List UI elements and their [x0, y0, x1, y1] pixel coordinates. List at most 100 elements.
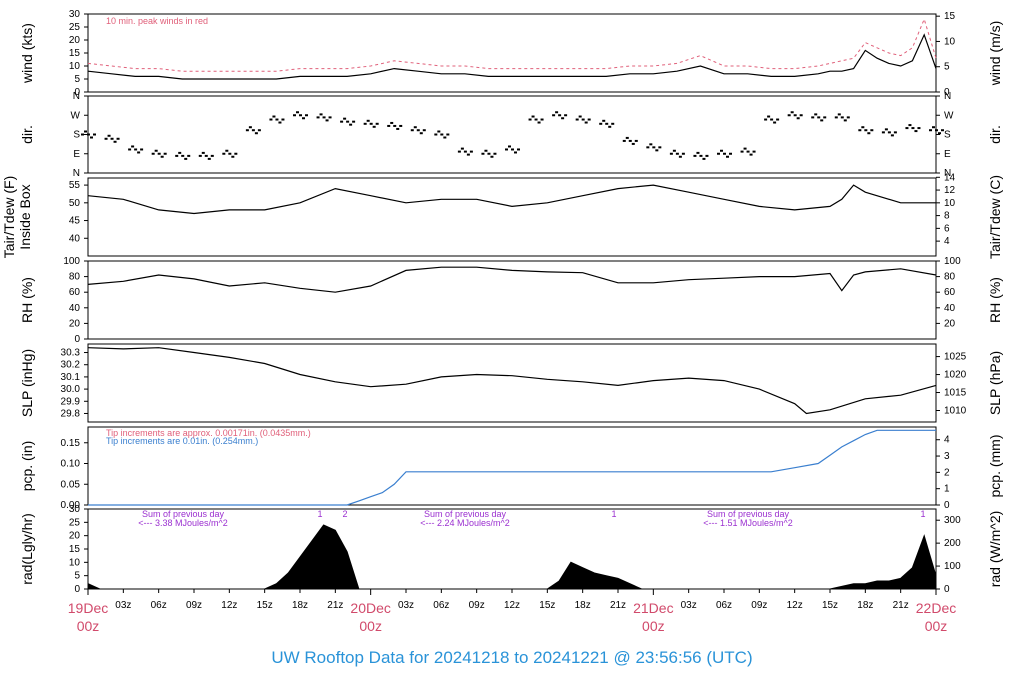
- direction-point: [466, 153, 470, 156]
- direction-point: [705, 154, 709, 157]
- direction-point: [743, 147, 747, 150]
- direction-point: [140, 148, 144, 151]
- panel-frame-temp: [87, 177, 937, 257]
- direction-point: [717, 152, 720, 155]
- y2-tick-label: 1: [944, 484, 950, 495]
- date-label: 22Dec: [916, 600, 956, 616]
- direction-point: [552, 114, 556, 117]
- direction-point: [278, 121, 282, 124]
- direction-point: [726, 155, 729, 158]
- x-tick-label: 21z: [327, 600, 343, 611]
- direction-point: [890, 134, 894, 137]
- direction-point: [658, 146, 662, 149]
- series-line-temp: [87, 184, 936, 215]
- series-peak-line: [87, 17, 937, 72]
- direction-point: [181, 154, 185, 157]
- y2-tick-label: 10: [944, 198, 956, 209]
- panel-frame-slp: [87, 343, 937, 423]
- y2-tick-label: 1020: [944, 370, 967, 381]
- y2-axis-label: Tair/Tdew (C): [987, 175, 1003, 259]
- series-line-pcp: [88, 429, 936, 506]
- y-axis-label: wind (kts): [19, 23, 35, 84]
- y2-tick-label: N: [944, 91, 951, 102]
- y-axis-label: Tair/Tdew (F): [1, 176, 17, 258]
- direction-point: [587, 118, 591, 121]
- direction-point: [107, 134, 111, 137]
- direction-point: [93, 133, 96, 136]
- direction-point: [487, 152, 491, 155]
- direction-point: [363, 122, 367, 125]
- direction-point: [163, 152, 167, 155]
- y2-tick-label: W: [944, 110, 954, 121]
- y-tick-label: E: [73, 149, 80, 160]
- y2-tick-label: 4: [944, 236, 950, 247]
- direction-point: [881, 131, 885, 134]
- y-tick-label: 25: [69, 22, 81, 33]
- direction-point: [935, 129, 938, 132]
- panel-frame-dir: [87, 95, 937, 174]
- direction-point: [207, 157, 211, 160]
- direction-point: [558, 114, 562, 117]
- direction-point: [655, 149, 659, 152]
- date-time-label: 00z: [359, 618, 382, 634]
- direction-point: [858, 129, 862, 132]
- direction-point: [773, 121, 777, 124]
- direction-point: [234, 152, 238, 155]
- direction-point: [104, 137, 108, 140]
- direction-point: [352, 120, 356, 123]
- y2-tick-label: 15: [944, 11, 956, 22]
- direction-point: [820, 119, 824, 122]
- direction-point: [210, 154, 214, 157]
- direction-point: [484, 149, 488, 152]
- direction-point: [941, 129, 944, 132]
- x-tick-label: 06z: [151, 600, 167, 611]
- direction-point: [884, 128, 888, 131]
- x-tick-label: 18z: [575, 600, 591, 611]
- direction-point: [625, 136, 629, 139]
- direction-point: [914, 130, 918, 133]
- y-axis-label: pcp. (in): [19, 441, 35, 492]
- direction-point: [702, 157, 706, 160]
- rad-sum-value: <--- 2.24 MJoules/m^2: [420, 518, 510, 528]
- y-tick-label: 20: [69, 35, 81, 46]
- direction-point: [929, 129, 932, 132]
- chart-title: UW Rooftop Data for 20241218 to 20241221…: [271, 648, 753, 667]
- direction-point: [767, 115, 771, 118]
- direction-point: [840, 116, 844, 119]
- direction-point: [602, 119, 606, 122]
- direction-point: [437, 130, 441, 133]
- rad-sum-note: Sum of previous day: [424, 509, 507, 519]
- y2-tick-label: 80: [944, 272, 956, 283]
- date-label: 20Dec: [350, 600, 390, 616]
- x-tick-label: 09z: [469, 600, 485, 611]
- direction-point: [861, 126, 865, 129]
- y2-tick-label: 14: [944, 172, 956, 183]
- direction-point: [413, 126, 417, 129]
- direction-point: [343, 117, 347, 120]
- y2-tick-label: 0: [944, 500, 950, 511]
- y-tick-label: N: [73, 91, 80, 102]
- direction-point: [113, 140, 117, 143]
- direction-point: [611, 122, 615, 125]
- direction-point: [399, 124, 403, 127]
- direction-point: [508, 145, 511, 148]
- rad-marker: 1: [920, 509, 925, 519]
- direction-point: [555, 111, 559, 114]
- direction-point: [245, 129, 249, 132]
- direction-point: [693, 154, 697, 157]
- direction-point: [296, 111, 299, 114]
- rad-marker: 1: [317, 509, 322, 519]
- y-tick-label: 0.05: [61, 479, 81, 490]
- direction-point: [720, 149, 723, 152]
- direction-point: [584, 121, 588, 124]
- direction-point: [675, 152, 679, 155]
- direction-point: [81, 133, 84, 136]
- y2-tick-label: 4: [944, 435, 950, 446]
- direction-point: [387, 124, 391, 127]
- direction-point: [198, 154, 202, 157]
- y-axis-label: SLP (inHg): [19, 349, 35, 417]
- y-tick-label: S: [73, 130, 80, 141]
- x-tick-label: 15z: [822, 600, 838, 611]
- direction-point: [269, 118, 273, 121]
